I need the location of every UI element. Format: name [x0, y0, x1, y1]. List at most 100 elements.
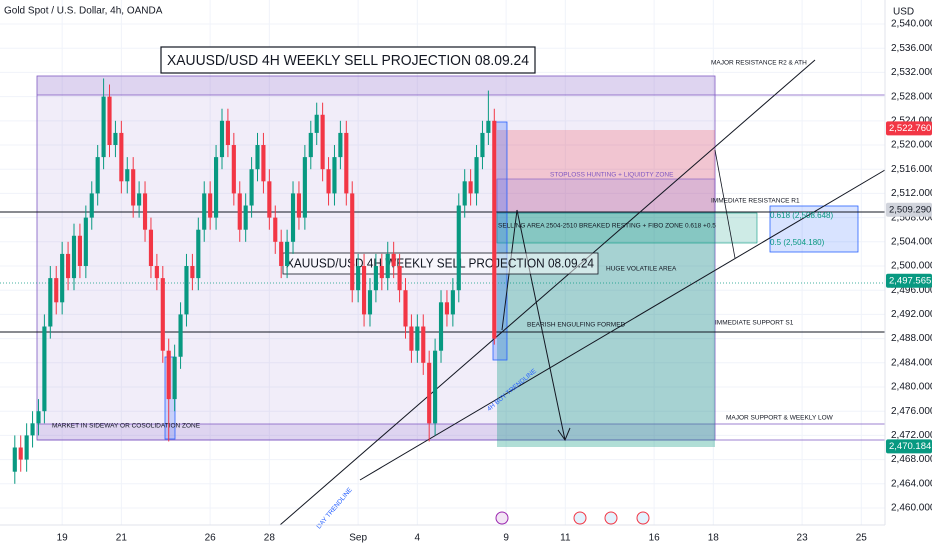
candles — [12, 78, 497, 484]
candle-body — [409, 326, 414, 351]
candle-body — [66, 253, 71, 279]
y-tick-label: 2,500.000 — [891, 261, 932, 272]
price-tag — [886, 273, 932, 288]
candle-body — [391, 253, 396, 267]
candle-body — [148, 229, 154, 267]
y-tick-label: 2,516.000 — [891, 164, 932, 175]
candle-body — [77, 235, 82, 267]
candle-body — [131, 169, 136, 206]
annotation: SELLING AREA 2504-2510 BREAKED RESTING +… — [498, 223, 716, 230]
candle-body — [48, 278, 53, 327]
title-mid-text: XAUUSD/USD 4H WEEKLY SELL PROJECTION 08.… — [286, 255, 594, 270]
candle-body — [24, 435, 29, 460]
candle-body — [12, 447, 17, 472]
candle-body — [356, 266, 361, 291]
candle-body — [385, 253, 390, 279]
candle-body — [154, 266, 159, 279]
annotation: 0.5 (2,504.180) — [770, 238, 825, 247]
candle-body — [237, 193, 242, 230]
candle-body — [373, 266, 378, 291]
candle-body — [261, 145, 266, 182]
x-tick-label: 11 — [560, 533, 571, 544]
candle-body — [83, 217, 88, 267]
candle-body — [450, 290, 455, 315]
candle-body — [213, 157, 219, 218]
candle-body — [397, 266, 402, 291]
candle-body — [243, 205, 248, 230]
x-tick-label: 26 — [205, 533, 217, 544]
resistance-band — [37, 76, 715, 95]
annotation: IMMEDIATE SUPPORT S1 — [715, 320, 794, 327]
candle-body — [95, 157, 100, 194]
candle-body — [208, 193, 213, 218]
event-icons — [495, 511, 650, 525]
price-tag — [886, 121, 932, 136]
candle-body — [444, 302, 450, 315]
candle-body — [166, 350, 171, 400]
annotation: STOPLOSS HUNTING + LIQUIDTY ZONE — [550, 172, 674, 179]
x-tick-label: 16 — [649, 533, 661, 544]
candle-body — [379, 266, 384, 279]
annotation: HUGE VOLATILE AREA — [606, 266, 677, 273]
candle-body — [225, 120, 230, 146]
candle-body — [190, 266, 195, 279]
candle-body — [290, 193, 296, 242]
annotation: MARKET IN SIDEWAY OR COSOLIDATION ZONE — [52, 423, 201, 430]
x-tick-label: 9 — [503, 533, 509, 544]
y-tick-label: 2,492.000 — [891, 309, 932, 320]
y-tick-label: 2,472.000 — [891, 430, 932, 441]
y-tick-label: 2,532.000 — [891, 67, 932, 78]
candle-body — [119, 132, 124, 182]
y-tick-label: 2,504.000 — [891, 236, 932, 247]
y-tick-label: 2,488.000 — [891, 333, 932, 344]
title-box-text: XAUUSD/USD 4H WEEKLY SELL PROJECTION 08.… — [167, 52, 529, 69]
event-icon — [604, 511, 618, 525]
candle-body — [107, 96, 112, 146]
candle-body — [421, 326, 426, 363]
candle-body — [184, 266, 189, 315]
candle-body — [492, 120, 497, 339]
candle-body — [178, 314, 183, 357]
candle-body — [367, 290, 373, 315]
y-tick-label: 2,480.000 — [891, 382, 932, 393]
price-tag — [886, 439, 932, 454]
y-tick-label: 2,528.000 — [891, 91, 932, 102]
candle-body — [137, 193, 142, 206]
candle-body — [344, 132, 349, 194]
title-box — [160, 46, 536, 74]
candle-body — [249, 169, 254, 206]
candle-body — [18, 447, 23, 460]
trendline — [279, 59, 816, 526]
price-tag — [886, 202, 932, 217]
candle-body — [308, 132, 313, 158]
annotation: MAJOR RESISTANCE R2 & ATH — [711, 60, 807, 67]
candle-body — [54, 278, 59, 303]
stop-zone — [497, 130, 715, 213]
candle-body — [202, 193, 207, 230]
candle-body — [320, 114, 325, 170]
candle-body — [60, 253, 65, 303]
x-tick-label: 21 — [116, 533, 128, 544]
candle-body — [474, 157, 479, 194]
arrow-head — [557, 427, 571, 442]
candle-body — [36, 411, 41, 424]
candle-body — [196, 229, 201, 279]
projection — [714, 149, 736, 259]
projection — [501, 209, 566, 441]
price-tag-label: 2,522.760 — [889, 123, 931, 134]
candle-body — [125, 169, 130, 182]
candle-body — [279, 241, 284, 267]
chart-title: Gold Spot / U.S. Dollar, 4h, OANDA — [4, 6, 163, 17]
candle-body — [326, 169, 331, 194]
y-tick-label: 2,536.000 — [891, 43, 932, 54]
candle-body — [255, 145, 260, 170]
trendline — [359, 169, 886, 481]
candle-body — [219, 120, 225, 158]
candle-body — [101, 96, 106, 158]
candle-body — [113, 132, 118, 146]
x-tick-label: 18 — [708, 533, 720, 544]
candle-body — [231, 145, 236, 194]
candle-body — [486, 120, 491, 133]
x-tick-label: 19 — [57, 533, 69, 544]
price-tag-label: 2,497.565 — [889, 275, 931, 286]
